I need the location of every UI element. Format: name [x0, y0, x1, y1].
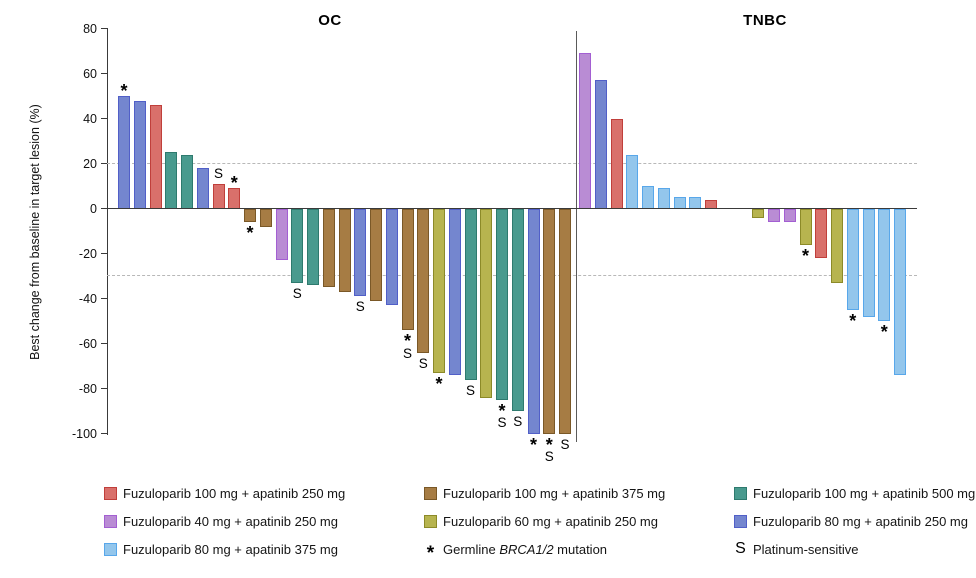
tick-label: 80: [83, 21, 97, 36]
legend-label: Fuzuloparib 80 mg + apatinib 375 mg: [123, 541, 338, 557]
platinum-sensitive-marker: S: [355, 299, 365, 315]
legend-label: Platinum-sensitive: [753, 541, 859, 557]
tick-mark: [101, 343, 107, 345]
platinum-sensitive-marker: S: [465, 382, 475, 398]
platinum-sensitive-marker: S: [418, 355, 428, 371]
legend-label: Fuzuloparib 80 mg + apatinib 250 mg: [753, 513, 968, 529]
legend-item: Fuzuloparib 60 mg + apatinib 250 mg: [424, 511, 658, 531]
legend-item: S Platinum-sensitive: [734, 539, 859, 559]
legend-item: Fuzuloparib 100 mg + apatinib 500 mg: [734, 483, 975, 503]
brca-mutation-asterisk: *: [498, 400, 506, 421]
tick-mark: [101, 208, 107, 210]
brca-mutation-asterisk: *: [529, 434, 537, 455]
tick-mark: [101, 28, 107, 30]
platinum-sensitive-marker: S: [560, 436, 570, 452]
tick-mark: [101, 253, 107, 255]
tick-label: -20: [78, 246, 97, 261]
legend-asterisk-symbol: *: [426, 542, 435, 564]
legend-label: Fuzuloparib 60 mg + apatinib 250 mg: [443, 513, 658, 529]
legend-label: Fuzuloparib 100 mg + apatinib 250 mg: [123, 485, 346, 501]
legend-item: Fuzuloparib 80 mg + apatinib 250 mg: [734, 511, 968, 531]
tick-label: 40: [83, 111, 97, 126]
legend-s-symbol: S: [735, 540, 746, 557]
brca-mutation-asterisk: *: [246, 223, 254, 244]
legend-swatch-red: [104, 486, 117, 500]
brca-mutation-asterisk: *: [849, 310, 857, 331]
legend-swatch-teal: [734, 486, 747, 500]
legend-swatch-brown: [424, 486, 437, 500]
platinum-sensitive-marker: S: [513, 414, 523, 430]
legend-item: Fuzuloparib 100 mg + apatinib 250 mg: [104, 483, 345, 503]
y-axis-line: [107, 28, 109, 435]
tick-label: -60: [78, 336, 97, 351]
tick-mark: [101, 118, 107, 120]
tick-mark: [101, 388, 107, 390]
legend-item: Fuzuloparib 80 mg + apatinib 375 mg: [104, 539, 338, 559]
platinum-sensitive-marker: S: [213, 165, 223, 181]
legend-item: Fuzuloparib 40 mg + apatinib 250 mg: [104, 511, 338, 531]
tick-label: 60: [83, 66, 97, 81]
tick-mark: [101, 433, 107, 435]
tick-mark: [101, 163, 107, 165]
brca-mutation-asterisk: *: [801, 245, 809, 266]
legend-label: Germline BRCA1/2 mutation: [443, 541, 608, 557]
brca-mutation-asterisk: *: [435, 373, 443, 394]
tick-mark: [101, 73, 107, 75]
legend-item: * Germline BRCA1/2 mutation: [424, 539, 608, 564]
reference-line-20: [107, 162, 917, 164]
brca-mutation-asterisk: *: [403, 331, 411, 352]
legend-swatch-purple: [104, 514, 117, 528]
group-title-oc: OC: [318, 12, 342, 29]
legend-label: Fuzuloparib 40 mg + apatinib 250 mg: [123, 513, 338, 529]
brca-mutation-asterisk: *: [545, 434, 553, 455]
zero-baseline: [107, 208, 917, 210]
legend-label: Fuzuloparib 100 mg + apatinib 500 mg: [753, 485, 976, 501]
legend-swatch-yellowgreen: [424, 514, 437, 528]
tick-label: -40: [78, 291, 97, 306]
platinum-sensitive-marker: S: [544, 449, 554, 465]
tick-label: 0: [90, 201, 97, 216]
tick-label: -80: [78, 381, 97, 396]
brca-mutation-asterisk: *: [120, 81, 128, 102]
legend-swatch-blueviolet: [734, 514, 747, 528]
brca-mutation-asterisk: *: [230, 173, 238, 194]
platinum-sensitive-marker: S: [292, 285, 302, 301]
tick-mark: [101, 298, 107, 300]
platinum-sensitive-marker: S: [402, 345, 412, 361]
legend-item: Fuzuloparib 100 mg + apatinib 375 mg: [424, 483, 665, 503]
group-separator-line: [576, 31, 578, 442]
tick-label: 20: [83, 156, 97, 171]
legend-label: Fuzuloparib 100 mg + apatinib 375 mg: [443, 485, 666, 501]
platinum-sensitive-marker: S: [497, 415, 507, 431]
group-title-tnbc: TNBC: [743, 12, 787, 29]
tick-label: -100: [71, 426, 97, 441]
brca-mutation-asterisk: *: [880, 322, 888, 343]
legend-swatch-lightblue: [104, 542, 117, 556]
